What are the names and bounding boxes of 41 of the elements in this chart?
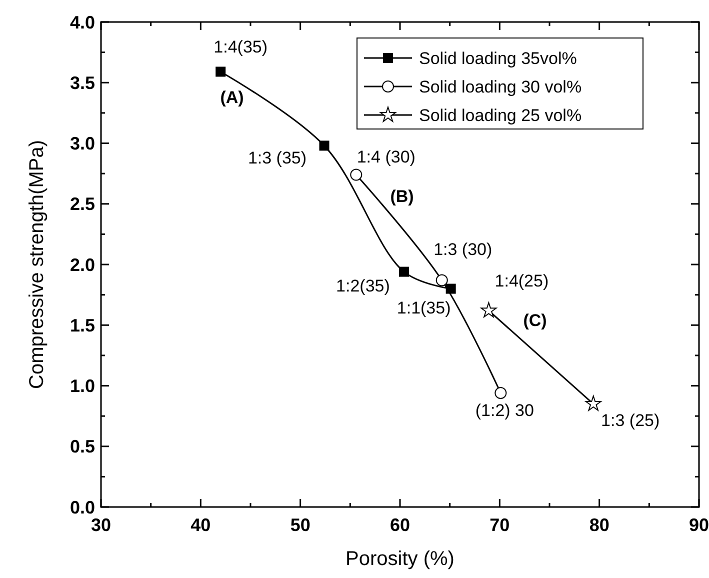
point bbox=[494, 387, 507, 400]
point bbox=[480, 302, 497, 318]
x-tick-label: 30 bbox=[90, 515, 112, 535]
annotation: (A) bbox=[220, 88, 244, 107]
y-tick-label: 2.5 bbox=[70, 194, 95, 214]
legend-label: Solid loading 25 vol% bbox=[419, 106, 582, 125]
y-tick-label: 2.0 bbox=[70, 254, 95, 275]
x-tick-label: 70 bbox=[490, 515, 510, 535]
annotation: 1:4 (30) bbox=[356, 148, 416, 167]
point bbox=[350, 168, 362, 181]
x-tick-label: 90 bbox=[688, 515, 709, 535]
y-tick-label: 0.5 bbox=[70, 436, 95, 457]
point bbox=[216, 66, 226, 77]
annotation: (B) bbox=[390, 186, 414, 206]
point bbox=[585, 396, 602, 411]
y-tick-label: 3.5 bbox=[70, 72, 95, 93]
annotation: 1:3 (35) bbox=[248, 148, 307, 168]
annotation: (1:2) 30 bbox=[475, 400, 534, 420]
y-tick-label: 3.0 bbox=[70, 134, 95, 154]
annotation: (C) bbox=[523, 310, 547, 330]
annotation: 1:4(35) bbox=[214, 38, 268, 57]
y-tick-label: 4.0 bbox=[70, 12, 95, 32]
x-tick-label: 40 bbox=[190, 515, 211, 535]
annotation: 1:1(35) bbox=[396, 298, 451, 318]
y-tick-label: 1.0 bbox=[70, 376, 95, 396]
y-tick-label: 0.0 bbox=[70, 497, 95, 518]
point bbox=[319, 140, 330, 151]
annotation: 1:3 (30) bbox=[434, 240, 492, 260]
legend-label: Solid loading 35vol% bbox=[419, 48, 577, 68]
x-tick-label: 50 bbox=[290, 515, 310, 535]
point bbox=[398, 266, 409, 277]
y-tick-label: 1.5 bbox=[70, 315, 95, 336]
x-axis-title: Porosity (%) bbox=[346, 548, 454, 570]
legend-label: Solid loading 30 vol% bbox=[419, 77, 582, 96]
y-axis-title: Compressive strength(MPa) bbox=[26, 140, 48, 389]
x-tick-label: 80 bbox=[589, 515, 610, 535]
annotation: 1:2(35) bbox=[336, 276, 390, 296]
annotation: 1:3 (25) bbox=[601, 410, 660, 430]
x-tick-label: 60 bbox=[390, 515, 410, 535]
point bbox=[436, 274, 448, 286]
annotation: 1:4(25) bbox=[494, 272, 549, 291]
